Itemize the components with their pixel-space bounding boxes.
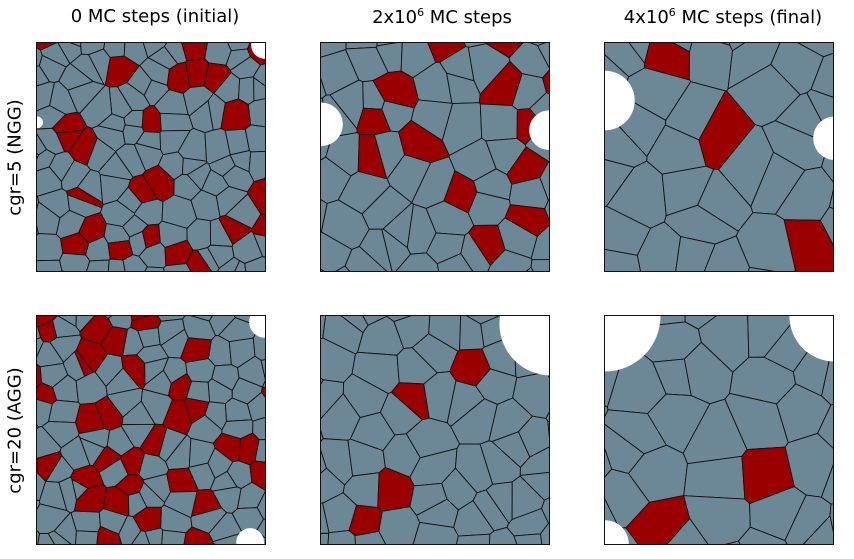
grain [666, 518, 709, 544]
grain [544, 199, 549, 221]
grain [436, 253, 474, 271]
row-label-agg: cgr=20 (AGG) [4, 366, 26, 494]
column-title-final: 4x106 MC steps (final) [623, 6, 823, 28]
void-region [499, 316, 549, 376]
grain [819, 206, 833, 246]
column-title-2e6: 2x106 MC steps [372, 6, 512, 28]
grain [541, 497, 549, 524]
grain-panel-ngg-final [604, 42, 834, 272]
grain [519, 471, 549, 501]
grain [344, 245, 387, 271]
grain [802, 515, 833, 544]
grain [519, 446, 549, 476]
grain [540, 522, 549, 544]
grain [537, 43, 549, 69]
void-region [813, 116, 833, 160]
grain [59, 252, 91, 271]
grain [513, 533, 543, 544]
grain [212, 542, 216, 544]
grain [260, 359, 265, 380]
grain [37, 259, 63, 271]
grain [321, 532, 330, 544]
grain-panel-ngg-initial [36, 42, 266, 272]
void-region [37, 116, 43, 129]
grain-panel-agg-2e6 [320, 315, 550, 545]
grain [247, 98, 265, 128]
grain [96, 526, 122, 544]
grain [69, 53, 105, 86]
grain [378, 506, 421, 544]
grain [37, 233, 64, 262]
grain-panel-agg-final [604, 315, 834, 545]
grain [186, 249, 212, 271]
grain [479, 103, 518, 142]
void-region [605, 316, 661, 372]
grain [605, 249, 641, 271]
void-region [789, 316, 833, 362]
grain [48, 399, 81, 424]
grain [262, 380, 265, 388]
grain [683, 455, 746, 500]
grain [159, 112, 194, 132]
grain [327, 530, 356, 544]
void-region [529, 110, 549, 151]
grain [539, 161, 549, 201]
void-region [251, 43, 265, 59]
void-region [249, 316, 265, 338]
grain-panel-agg-initial [36, 315, 266, 545]
column-title-initial: 0 MC steps (initial) [70, 6, 240, 27]
void-region [321, 102, 343, 147]
grain [354, 530, 386, 544]
grain [161, 529, 187, 544]
grain [547, 420, 549, 438]
grain [244, 256, 265, 271]
grain [737, 526, 788, 544]
row-label-ngg: cgr=5 (NGG) [4, 98, 26, 216]
void-region [605, 70, 635, 131]
grain [220, 98, 252, 131]
grain [747, 266, 775, 271]
grain [144, 266, 165, 271]
void-region [605, 520, 629, 544]
grain [70, 510, 101, 533]
void-region [236, 528, 265, 544]
grain [86, 259, 110, 271]
grain [107, 258, 126, 271]
grain [47, 530, 72, 544]
grain [455, 533, 491, 544]
grain-panel-ngg-2e6 [320, 42, 550, 272]
grain [530, 259, 549, 271]
grain [75, 530, 99, 544]
grain [321, 268, 325, 271]
